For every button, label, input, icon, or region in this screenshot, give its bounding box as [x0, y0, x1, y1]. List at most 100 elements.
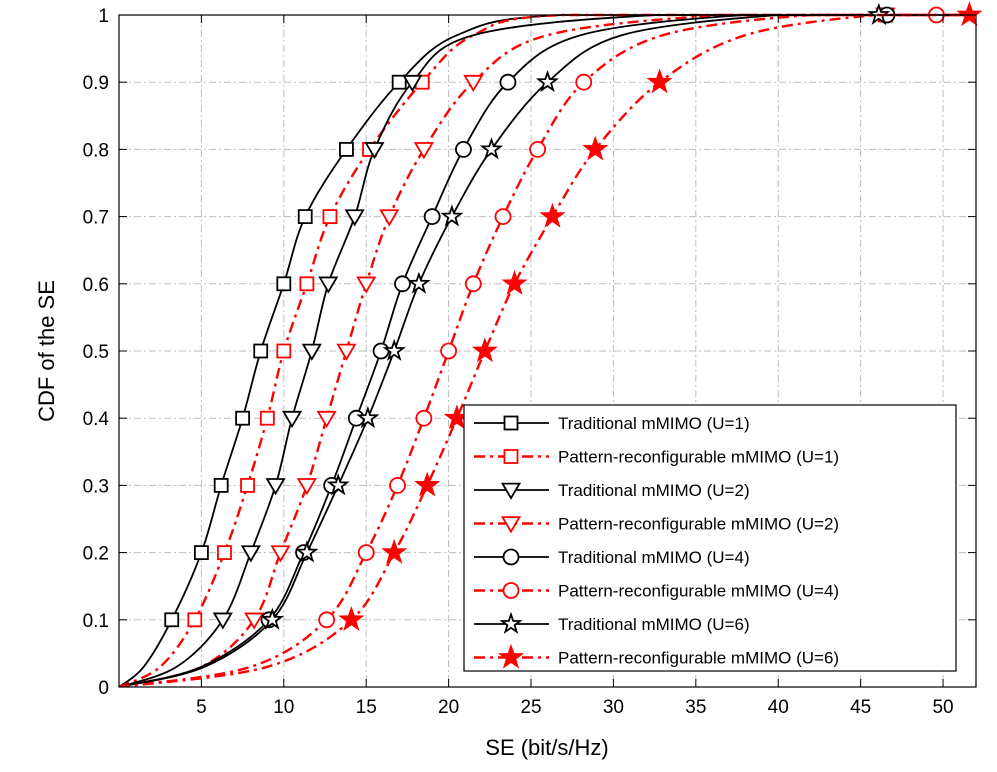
- data-point-marker: [423, 208, 441, 226]
- data-point-marker: [529, 140, 547, 158]
- data-point-marker: [582, 135, 609, 161]
- x-tick-label: 20: [438, 697, 459, 718]
- x-tick-label: 40: [768, 697, 789, 718]
- legend-label: Traditional mMIMO (U=6): [558, 615, 750, 634]
- legend-label: Traditional mMIMO (U=1): [558, 414, 750, 433]
- data-point-marker: [535, 69, 560, 93]
- legend-entry: Traditional mMIMO (U=6): [474, 611, 750, 634]
- data-point-marker: [212, 612, 233, 630]
- legend-label: Pattern-reconfigurable mMIMO (U=4): [558, 582, 839, 601]
- legend-label: Pattern-reconfigurable mMIMO (U=1): [558, 448, 839, 467]
- data-point-marker: [539, 202, 566, 228]
- y-tick-label: 0.8: [83, 140, 109, 161]
- x-tick-label: 50: [932, 697, 953, 718]
- x-tick-label: 15: [356, 697, 377, 718]
- data-point-marker: [402, 74, 423, 93]
- data-point-marker: [440, 342, 458, 360]
- series-6: [119, 6, 976, 687]
- data-point-marker: [281, 410, 303, 429]
- series-line: [119, 13, 976, 687]
- data-point-marker: [339, 141, 354, 157]
- x-tick-label: 35: [685, 697, 706, 718]
- legend-marker: [503, 449, 519, 464]
- data-point-marker: [326, 473, 350, 496]
- data-point-marker: [235, 410, 251, 426]
- data-point-marker: [276, 276, 292, 292]
- data-point-marker: [501, 270, 528, 295]
- data-point-marker: [407, 271, 431, 294]
- data-point-marker: [297, 209, 313, 225]
- legend-entry: Pattern-reconfigurable mMIMO (U=2): [474, 515, 839, 534]
- x-axis-label: SE (bit/s/Hz): [485, 735, 608, 760]
- data-point-marker: [494, 208, 512, 226]
- data-point-marker: [455, 140, 472, 158]
- data-point-marker: [440, 204, 464, 227]
- x-tick-label: 45: [850, 697, 871, 718]
- data-point-marker: [213, 477, 229, 493]
- data-point-marker: [364, 142, 385, 160]
- y-tick-label: 0.3: [83, 476, 109, 497]
- data-point-marker: [575, 73, 593, 91]
- x-tick-label: 10: [273, 697, 294, 718]
- data-point-marker: [499, 73, 517, 91]
- data-point-marker: [464, 275, 482, 293]
- y-tick-label: 0.6: [83, 275, 109, 296]
- data-point-marker: [338, 606, 365, 631]
- data-point-marker: [394, 275, 411, 293]
- data-point-marker: [415, 409, 433, 427]
- legend-entry: Traditional mMIMO (U=4): [474, 548, 750, 567]
- data-point-marker: [357, 544, 375, 561]
- data-point-marker: [356, 276, 377, 294]
- data-point-marker: [389, 476, 406, 494]
- y-tick-label: 1: [98, 6, 109, 27]
- legend-entry: Pattern-reconfigurable mMIMO (U=6): [474, 643, 839, 669]
- legend-label: Traditional mMIMO (U=2): [558, 481, 750, 500]
- y-tick-label: 0: [98, 678, 109, 699]
- y-tick-label: 0.1: [83, 611, 109, 632]
- legend-entry: Traditional mMIMO (U=2): [474, 481, 750, 500]
- data-point-marker: [301, 343, 322, 361]
- data-point-marker: [276, 343, 292, 359]
- data-point-marker: [956, 1, 983, 27]
- data-point-marker: [318, 611, 336, 629]
- data-point-marker: [299, 276, 315, 292]
- data-point-marker: [259, 410, 275, 426]
- data-point-marker: [322, 209, 338, 225]
- y-tick-label: 0.4: [83, 409, 110, 430]
- data-point-marker: [471, 337, 498, 363]
- data-point-marker: [164, 612, 180, 628]
- legend-marker: [497, 643, 525, 669]
- x-tick-label: 25: [520, 697, 541, 718]
- data-point-marker: [391, 74, 407, 90]
- legend-marker: [502, 548, 520, 566]
- legend-marker: [502, 582, 520, 599]
- data-point-marker: [382, 338, 406, 361]
- legend-marker: [500, 482, 522, 500]
- data-point-marker: [244, 612, 265, 630]
- data-point-marker: [318, 276, 339, 294]
- x-tick-label: 5: [196, 697, 207, 718]
- y-tick-label: 0.5: [83, 342, 109, 363]
- series-8: [119, 1, 983, 687]
- data-point-marker: [260, 607, 284, 630]
- legend-label: Pattern-reconfigurable mMIMO (U=6): [558, 649, 839, 668]
- data-point-marker: [240, 545, 261, 563]
- legend-box: [463, 404, 957, 672]
- data-point-marker: [270, 545, 291, 563]
- axis-ticks: 5 10 15 20 25 30 35 40 45 50 0 0.1 0.2 0.3 0.4 0.5 0.6 0.…: [83, 6, 976, 718]
- data-point-marker: [316, 410, 337, 429]
- data-point-marker: [381, 538, 408, 564]
- y-tick-label: 0.9: [83, 73, 109, 94]
- series-line: [119, 14, 976, 687]
- data-point-marker: [379, 209, 400, 227]
- data-point-marker: [295, 540, 319, 563]
- data-point-marker: [414, 471, 441, 497]
- y-tick-label: 0.2: [83, 544, 109, 565]
- data-point-marker: [296, 478, 317, 496]
- data-point-marker: [187, 612, 203, 628]
- data-point-marker: [413, 142, 434, 160]
- legend-marker: [503, 415, 519, 431]
- data-point-marker: [240, 477, 255, 493]
- legend-label: Pattern-reconfigurable mMIMO (U=2): [558, 515, 839, 534]
